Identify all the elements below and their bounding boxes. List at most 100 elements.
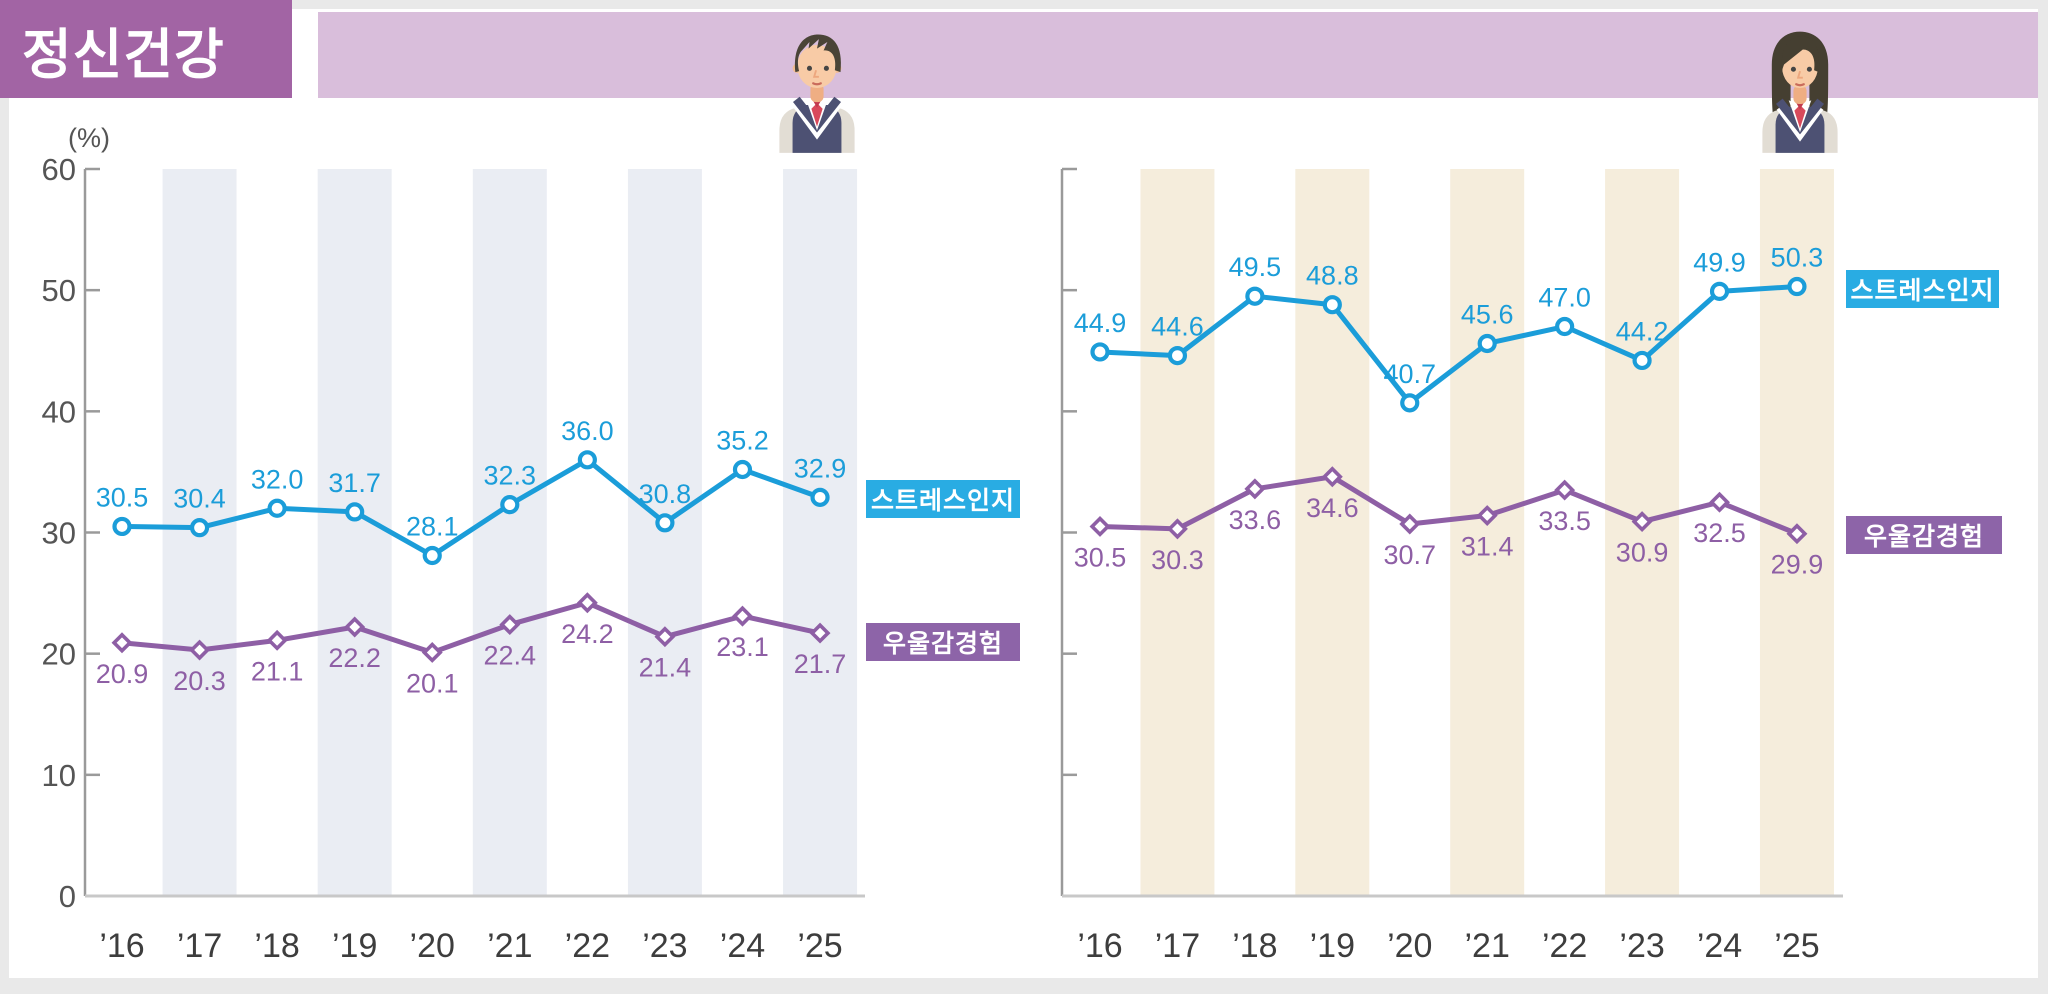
data-point-diamond [1166, 518, 1188, 540]
x-tick-label: ’17 [1155, 927, 1200, 965]
data-point-label: 30.8 [639, 479, 692, 509]
x-tick-label: ’21 [1465, 927, 1510, 965]
data-point-diamond [1399, 513, 1421, 535]
x-tick-label: ’24 [1697, 927, 1742, 965]
data-point-label: 29.9 [1771, 550, 1824, 580]
data-point-circle [1632, 350, 1652, 371]
data-point-label: 21.1 [251, 656, 304, 686]
x-tick-label: ’22 [1542, 927, 1587, 965]
chart-female-student-icon: ’16 ’17 ’18 ’19 ’20 ’21 ’22 ’23 ’24 ’25 44.9 44.6 49… [1060, 167, 1843, 965]
x-tick-label: ’23 [642, 927, 687, 965]
data-point-diamond [1631, 511, 1653, 533]
data-point-label: 30.9 [1616, 538, 1669, 568]
x-tick-label: ’22 [565, 927, 610, 965]
data-point-circle [1322, 295, 1342, 315]
x-tick-label: ’17 [177, 927, 222, 965]
y-tick-label: 30 [42, 516, 76, 551]
data-point-label: 23.1 [716, 632, 769, 662]
data-point-label: 32.0 [251, 464, 304, 494]
data-point-label: 33.6 [1229, 505, 1282, 535]
data-point-circle [345, 502, 365, 522]
page-border-bottom [0, 978, 2048, 994]
data-point-circle [1400, 393, 1420, 413]
data-point-label: 30.4 [173, 484, 226, 514]
header-strip [318, 12, 2038, 98]
x-tick-label: ’16 [99, 927, 144, 965]
data-point-label: 50.3 [1771, 243, 1824, 273]
legend-stress-badge-male: 스트레스인지 [866, 480, 1020, 518]
data-point-diamond [576, 592, 598, 614]
female-student-icon [1762, 31, 1838, 153]
data-point-circle [1477, 333, 1497, 354]
data-point-diamond [654, 626, 676, 648]
data-point-diamond [809, 622, 831, 644]
data-point-label: 44.9 [1074, 308, 1127, 338]
y-tick-label: 10 [42, 758, 76, 793]
page-border-right [2038, 0, 2048, 994]
series-line-stress [119, 457, 823, 559]
column-band [783, 169, 858, 896]
column-band [317, 169, 392, 896]
data-point-label: 28.1 [406, 512, 459, 542]
data-point-diamond [1554, 479, 1576, 501]
column-band [627, 169, 702, 896]
x-tick-label: ’20 [1387, 927, 1432, 965]
data-point-label: 49.5 [1229, 252, 1282, 282]
x-tick-label: ’20 [410, 927, 455, 965]
x-tick-label: ’18 [1232, 927, 1277, 965]
data-point-diamond [266, 629, 288, 651]
data-point-label: 31.7 [328, 468, 381, 498]
data-point-label: 30.5 [96, 482, 149, 512]
data-point-label: 22.4 [484, 641, 537, 671]
y-unit-label: (%) [68, 123, 110, 153]
legend-depression-badge-male: 우울감경험 [866, 623, 1020, 661]
data-point-label: 40.7 [1383, 359, 1436, 389]
data-point-diamond [1709, 491, 1730, 513]
column-band [472, 169, 547, 896]
y-tick-label: 60 [42, 152, 76, 187]
chart-male-student-icon: 0 10 20 30 40 50 60(%) ’16 ’17 ’18 ’19 ’20 ’21 ’22 ’23… [42, 123, 865, 965]
section-title-box: 정신건강 [0, 0, 292, 98]
data-point-circle [112, 516, 132, 537]
column-band [1295, 169, 1370, 896]
data-point-label: 30.5 [1074, 542, 1127, 572]
x-tick-label: ’19 [1310, 927, 1355, 965]
column-band [1450, 169, 1525, 896]
data-point-circle [500, 495, 520, 515]
data-point-circle [732, 459, 753, 480]
y-tick-label: 20 [42, 637, 76, 672]
data-point-circle [1167, 345, 1188, 366]
data-point-diamond [1089, 515, 1111, 537]
data-point-diamond [1244, 478, 1266, 500]
data-point-label: 35.2 [716, 425, 769, 455]
data-point-label: 24.2 [561, 619, 614, 649]
y-tick-label: 50 [42, 273, 76, 308]
data-point-label: 30.7 [1383, 540, 1436, 570]
data-point-label: 44.2 [1616, 316, 1669, 346]
data-point-circle [1245, 286, 1265, 306]
data-point-label: 20.3 [173, 666, 226, 696]
data-point-label: 34.6 [1306, 493, 1359, 523]
x-tick-label: ’16 [1077, 927, 1122, 965]
series-line-stress [1097, 284, 1800, 406]
page-title: 정신건강 [22, 24, 225, 85]
legend-depression-badge-female: 우울감경험 [1846, 516, 2002, 554]
male-student-icon [779, 34, 855, 153]
page-border-top [0, 0, 2048, 9]
series-line-depression [119, 600, 823, 655]
series-line-depression [1097, 474, 1800, 537]
x-tick-label: ’24 [720, 927, 765, 965]
data-point-label: 22.2 [328, 643, 381, 673]
data-point-label: 45.6 [1461, 299, 1514, 329]
data-point-label: 30.3 [1151, 545, 1204, 575]
data-point-label: 32.9 [794, 453, 847, 483]
data-point-diamond [732, 605, 753, 627]
y-tick-label: 40 [42, 394, 76, 429]
data-point-circle [1787, 276, 1807, 297]
data-point-circle [189, 518, 210, 538]
data-point-label: 20.9 [96, 659, 149, 689]
data-point-label: 32.5 [1693, 518, 1746, 548]
column-band [1605, 169, 1680, 896]
data-point-diamond [1476, 505, 1498, 527]
